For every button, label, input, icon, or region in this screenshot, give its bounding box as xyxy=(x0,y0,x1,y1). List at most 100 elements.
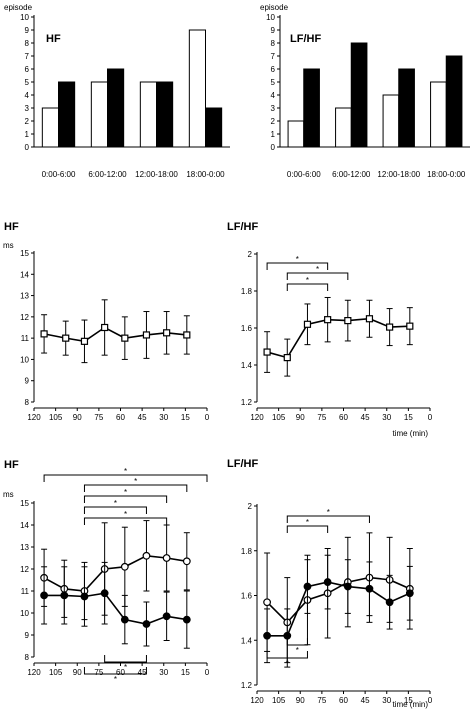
significance-label: * xyxy=(134,477,137,486)
data-point xyxy=(323,578,332,586)
y-tick-label: 1.4 xyxy=(241,636,253,645)
data-point xyxy=(303,582,312,591)
x-tick-label: 60 xyxy=(339,696,348,705)
significance-label: * xyxy=(124,488,127,497)
bar-black xyxy=(445,55,463,148)
y-tick-label: 1.2 xyxy=(241,398,253,407)
x-axis-label: time (min) xyxy=(392,429,428,438)
line-chart-hf: HF ms 8 9 10 11 12 13 14 15 120 105 90 75 60 45 30 15 0 xyxy=(3,221,210,422)
significance-bracket xyxy=(83,506,147,514)
data-point xyxy=(263,598,271,607)
y-tick-label: 9 xyxy=(25,631,30,640)
x-tick-label: 60 xyxy=(116,413,125,422)
y-tick-label: 1.8 xyxy=(241,547,253,556)
significance-bracket xyxy=(286,638,308,646)
significance-label: * xyxy=(327,508,330,517)
data-point xyxy=(343,582,352,591)
x-tick-label: 90 xyxy=(296,696,305,705)
x-tick-label: 105 xyxy=(49,413,63,422)
significance-bracket xyxy=(286,525,329,533)
significance-label: * xyxy=(114,499,117,508)
significance-bracket xyxy=(104,655,147,663)
significance-bracket xyxy=(83,484,188,492)
y-tick-label: 1 xyxy=(25,130,30,139)
x-tick-label: 15 xyxy=(181,668,190,677)
y-tick-label: 11 xyxy=(21,587,30,596)
x-tick-label: 6:00-12:00 xyxy=(332,170,371,179)
x-tick-label: 18:00-0:00 xyxy=(186,170,225,179)
x-tick-label: 30 xyxy=(159,413,168,422)
y-axis-label: ms xyxy=(3,490,14,499)
data-point xyxy=(120,562,129,571)
x-tick-label: 15 xyxy=(181,413,190,422)
y-tick-label: 2 xyxy=(271,117,276,126)
x-tick-label: 0 xyxy=(205,668,210,677)
significance-label: * xyxy=(306,276,309,285)
data-point xyxy=(365,315,374,323)
bar-chart-lfhf: LF/HF episode 0 1 2 3 4 5 6 7 8 9 10 0:00-6:00 6:00-12… xyxy=(260,3,470,179)
x-tick-label: 45 xyxy=(138,668,147,677)
y-tick-label: 5 xyxy=(25,78,30,87)
y-tick-label: 2 xyxy=(25,117,30,126)
y-tick-label: 1.4 xyxy=(241,361,253,370)
data-point xyxy=(142,331,151,339)
y-tick-label: 1.8 xyxy=(241,287,253,296)
data-point xyxy=(182,557,191,566)
data-point xyxy=(344,317,352,325)
significance-label: * xyxy=(296,255,299,264)
x-tick-label: 0:00-6:00 xyxy=(287,170,321,179)
data-point xyxy=(40,330,48,338)
x-tick-label: 105 xyxy=(49,668,63,677)
x-tick-label: 120 xyxy=(250,696,264,705)
significance-label: * xyxy=(124,467,127,476)
x-tick-label: 15 xyxy=(404,696,413,705)
data-point xyxy=(80,337,89,345)
data-point xyxy=(62,334,70,342)
y-tick-label: 2 xyxy=(248,250,253,259)
significance-label: * xyxy=(114,675,117,684)
bar-chart-hf: HF episode 0 1 2 3 4 5 6 7 8 9 10 0:00-6:00 6:00-12:00… xyxy=(4,3,230,179)
x-tick-label: 30 xyxy=(382,413,391,422)
x-tick-label: 0 xyxy=(428,696,433,705)
bar-black xyxy=(398,68,415,148)
y-tick-label: 6 xyxy=(25,65,30,74)
y-tick-label: 8 xyxy=(25,398,30,407)
data-point xyxy=(386,323,394,331)
chart-title: HF xyxy=(4,459,19,471)
y-tick-label: 15 xyxy=(20,499,29,508)
y-tick-label: 1.6 xyxy=(241,592,253,601)
data-point xyxy=(263,348,271,356)
significance-bracket xyxy=(286,272,349,280)
chart-title: HF xyxy=(4,221,19,233)
x-tick-label: 90 xyxy=(296,413,305,422)
y-tick-label: 10 xyxy=(20,355,29,364)
significance-label: * xyxy=(296,646,299,655)
x-tick-label: 12:00-18:00 xyxy=(135,170,178,179)
x-tick-label: 45 xyxy=(361,696,370,705)
significance-label: * xyxy=(124,663,127,672)
y-tick-label: 0 xyxy=(271,143,276,152)
y-tick-label: 13 xyxy=(20,292,29,301)
y-tick-label: 0 xyxy=(25,143,30,152)
x-tick-label: 75 xyxy=(317,413,326,422)
data-point xyxy=(263,631,271,640)
data-point xyxy=(283,354,291,362)
bar-white xyxy=(41,107,60,148)
bar-black xyxy=(107,68,125,148)
y-axis-label: ms xyxy=(3,241,14,250)
data-point xyxy=(100,589,109,598)
significance-label: * xyxy=(286,659,289,668)
x-tick-label: 0 xyxy=(428,413,433,422)
bar-white xyxy=(430,81,447,148)
significance-bracket xyxy=(286,515,370,523)
y-tick-label: 3 xyxy=(271,104,276,113)
y-tick-label: 9 xyxy=(25,377,30,386)
two-series-chart-lfhf: LF/HF time (min) 1.2 1.4 1.6 1.8 2 120 105 90 75 60… xyxy=(227,458,433,709)
x-tick-label: 45 xyxy=(361,413,370,422)
y-tick-label: 6 xyxy=(271,65,276,74)
data-point xyxy=(101,323,109,332)
significance-label: * xyxy=(316,265,319,274)
data-point xyxy=(324,316,332,324)
y-tick-label: 13 xyxy=(20,543,29,552)
data-point xyxy=(121,334,129,342)
